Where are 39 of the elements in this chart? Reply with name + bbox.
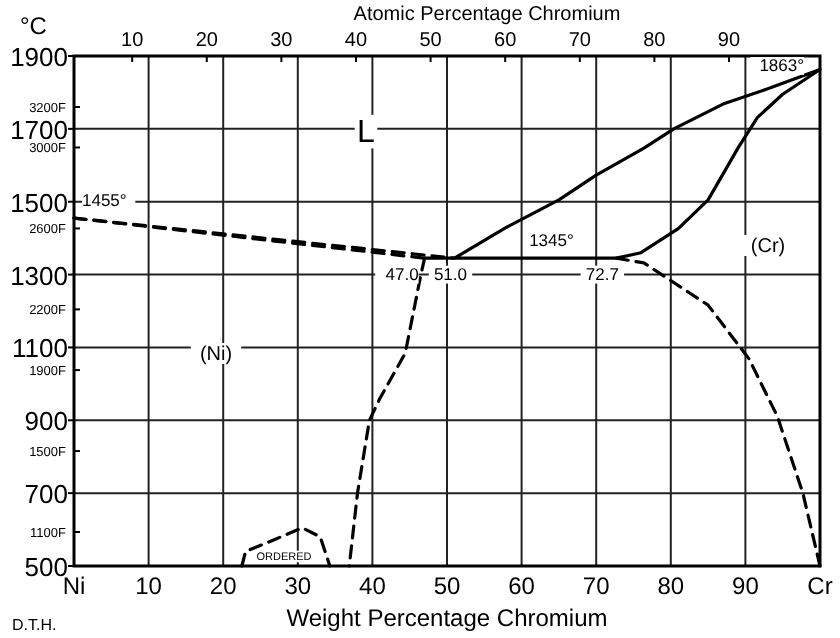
x2-tick-label: 10 — [121, 30, 145, 52]
x-tick-label: 20 — [209, 572, 238, 600]
annotation: (Ni) — [199, 344, 233, 366]
y-tick-label: 700 — [24, 479, 68, 510]
annotation: 1455° — [82, 190, 127, 211]
annotation: (Cr) — [750, 236, 786, 258]
x-tick-label: 40 — [359, 572, 387, 600]
y-tick-label: 1500 — [10, 187, 68, 218]
x-tick-label: 50 — [433, 572, 461, 600]
x2-tick-label: 40 — [344, 30, 368, 52]
y-axis-title: °C — [20, 12, 48, 40]
y-tick-label: 1300 — [10, 260, 68, 291]
y-tick-label: 900 — [24, 406, 68, 437]
x2-tick-label: 80 — [643, 30, 667, 52]
y-tick-label: 1900 — [10, 42, 68, 72]
annotation: 51.0 — [433, 264, 468, 285]
x-tick-label: 80 — [657, 572, 685, 600]
y-tick-label: 1100 — [12, 333, 68, 364]
x2-tick-label: 50 — [419, 30, 443, 52]
x-tick-label: 30 — [284, 572, 312, 600]
annotation: 1863° — [759, 55, 804, 76]
x2-tick-label: 60 — [494, 30, 518, 52]
x2-tick-label: 30 — [270, 30, 294, 52]
x-tick-label: 10 — [135, 572, 163, 600]
annotation: 1345° — [529, 230, 574, 251]
x-tick-label: Cr — [807, 572, 833, 600]
annotation: L — [357, 116, 376, 150]
annotation: 72.7 — [585, 264, 620, 285]
annotation: 47.0 — [385, 264, 420, 285]
x2-tick-label: 90 — [717, 30, 741, 52]
y-tick-label: 1700 — [10, 114, 68, 145]
x2-axis-title: Atomic Percentage Chromium — [353, 4, 621, 26]
x-axis-title: Weight Percentage Chromium — [286, 604, 608, 632]
text: D.T.H. — [12, 616, 57, 634]
x2-tick-label: 20 — [195, 30, 219, 52]
x2-tick-label: 70 — [568, 30, 592, 52]
x-tick-label: 60 — [508, 572, 536, 600]
x-tick-label: 90 — [732, 572, 760, 600]
x-tick-label: 70 — [582, 572, 611, 600]
